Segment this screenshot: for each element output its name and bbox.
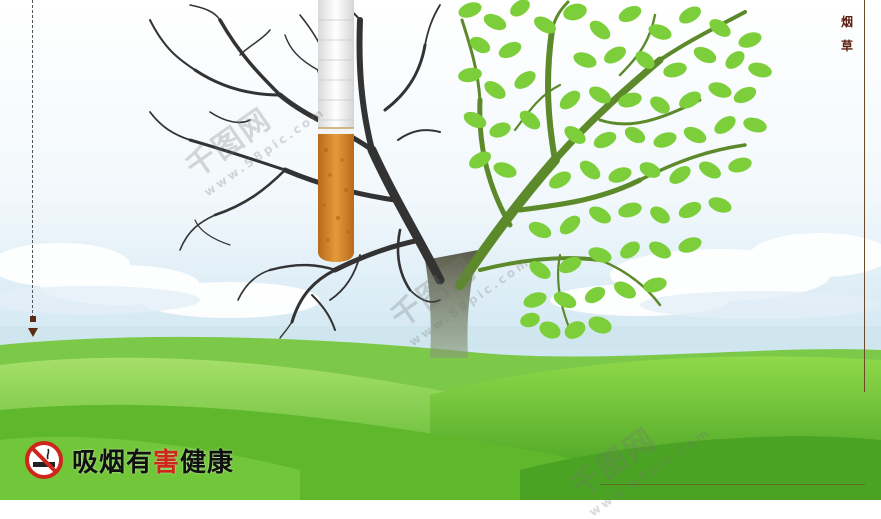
arrow-down-icon [28,316,38,337]
no-smoking-icon [25,441,63,479]
vertical-char-2: 草 [840,39,853,53]
slogan-part-2: 健康 [180,447,235,478]
vertical-char-1: 烟 [840,15,853,29]
slogan-text: 吸烟有害健康 [72,442,234,479]
cigarette-illustration [318,0,354,262]
dashed-guide-line [32,0,33,318]
background-scene [0,0,881,500]
frame-line-right [864,0,865,392]
vertical-title: 烟 草 [839,10,855,58]
frame-line-bottom [600,484,865,485]
slogan-highlight: 害 [153,447,181,478]
slogan: 吸烟有害健康 [24,438,234,482]
slogan-part-1: 吸烟有 [72,447,154,478]
